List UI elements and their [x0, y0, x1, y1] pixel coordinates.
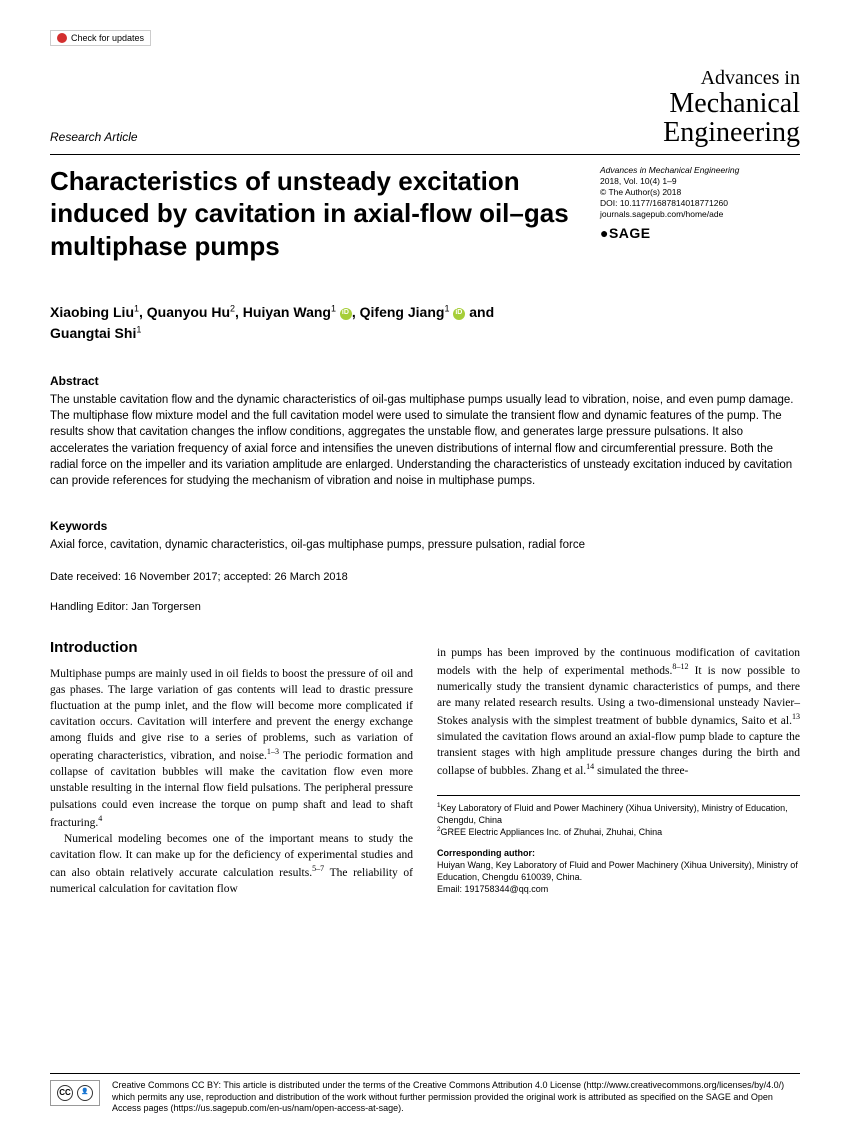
- header-divider: [50, 154, 800, 155]
- check-updates-badge[interactable]: Check for updates: [50, 30, 151, 46]
- dates: Date received: 16 November 2017; accepte…: [50, 571, 800, 583]
- license-text: Creative Commons CC BY: This article is …: [112, 1080, 800, 1115]
- journal-brand: Advances in Mechanical Engineering: [663, 68, 800, 148]
- title-block: Characteristics of unsteady excitation i…: [50, 165, 800, 263]
- meta-vol: 2018, Vol. 10(4) 1–9: [600, 176, 800, 187]
- affiliations: 1Key Laboratory of Fluid and Power Machi…: [437, 795, 800, 895]
- intro-para-3: in pumps has been improved by the contin…: [437, 645, 800, 779]
- article-title: Characteristics of unsteady excitation i…: [50, 165, 580, 263]
- affil-2: 2GREE Electric Appliances Inc. of Zhuhai…: [437, 826, 800, 838]
- cc-icon: CC: [57, 1085, 73, 1101]
- journal-line1: Advances in: [663, 68, 800, 89]
- updates-icon: [57, 33, 67, 43]
- license-footer: CC 👤 Creative Commons CC BY: This articl…: [50, 1073, 800, 1115]
- publisher-logo: ●SAGE: [600, 224, 800, 242]
- abstract-heading: Abstract: [50, 374, 800, 388]
- updates-text: Check for updates: [71, 33, 144, 43]
- intro-para-2: Numerical modeling becomes one of the im…: [50, 831, 413, 897]
- column-right: in pumps has been improved by the contin…: [437, 613, 800, 897]
- corresponding-author: Huiyan Wang, Key Laboratory of Fluid and…: [437, 859, 800, 883]
- meta-copyright: © The Author(s) 2018: [600, 187, 800, 198]
- body-columns: Introduction Multiphase pumps are mainly…: [50, 613, 800, 897]
- journal-line2: Mechanical: [663, 89, 800, 118]
- orcid-icon[interactable]: [340, 308, 352, 320]
- corresponding-email[interactable]: Email: 191758344@qq.com: [437, 883, 800, 895]
- corresponding-heading: Corresponding author:: [437, 847, 800, 859]
- introduction-heading: Introduction: [50, 637, 413, 658]
- abstract-text: The unstable cavitation flow and the dyn…: [50, 392, 800, 489]
- journal-line3: Engineering: [663, 118, 800, 147]
- cc-by-badge: CC 👤: [50, 1080, 100, 1106]
- by-icon: 👤: [77, 1085, 93, 1101]
- authors: Xiaobing Liu1, Quanyou Hu2, Huiyan Wang1…: [50, 302, 800, 344]
- meta-doi: DOI: 10.1177/1687814018771260: [600, 198, 800, 209]
- meta-journal: Advances in Mechanical Engineering: [600, 165, 800, 176]
- handling-editor: Handling Editor: Jan Torgersen: [50, 601, 800, 613]
- intro-para-1: Multiphase pumps are mainly used in oil …: [50, 666, 413, 831]
- keywords-heading: Keywords: [50, 519, 800, 533]
- keywords-text: Axial force, cavitation, dynamic charact…: [50, 537, 800, 553]
- orcid-icon[interactable]: [453, 308, 465, 320]
- column-left: Introduction Multiphase pumps are mainly…: [50, 613, 413, 897]
- header-row: Research Article Advances in Mechanical …: [50, 68, 800, 148]
- meta-url[interactable]: journals.sagepub.com/home/ade: [600, 209, 800, 220]
- meta-box: Advances in Mechanical Engineering 2018,…: [600, 165, 800, 263]
- affil-1: 1Key Laboratory of Fluid and Power Machi…: [437, 802, 800, 826]
- article-type: Research Article: [50, 130, 138, 148]
